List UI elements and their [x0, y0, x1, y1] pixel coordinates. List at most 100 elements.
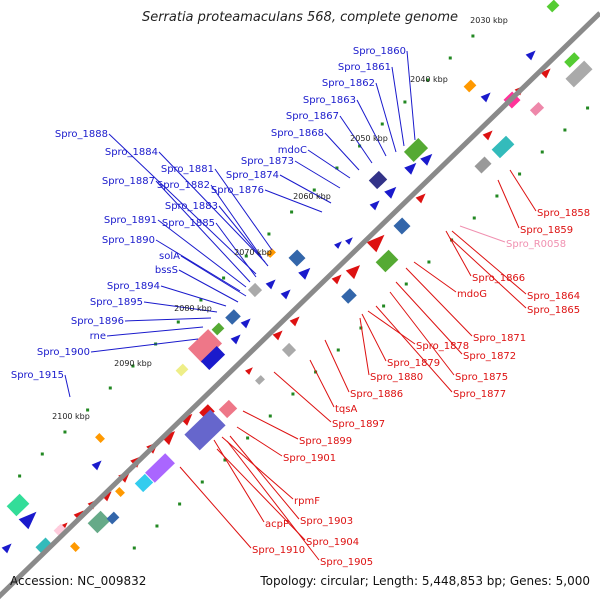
forward-gene-label: Spro_1873 [241, 156, 294, 167]
gene-arrow [345, 237, 353, 245]
leader-line [459, 225, 506, 243]
gene-box [53, 523, 67, 537]
gene-labels: Spro_1860 Spro_1861 Spro_1862 Spro_1863 Spro… [11, 46, 590, 568]
genome-backbone [0, 11, 600, 600]
scale-dot [404, 282, 408, 286]
gene-arrow [404, 162, 417, 175]
forward-gene-label: Spro_1885 [162, 218, 215, 229]
leader-line [406, 50, 416, 141]
forward-gene-label: bssS [155, 265, 178, 276]
gene-arrow [265, 279, 276, 290]
label-leaders [64, 50, 537, 561]
reverse-gene-label: Spro_1910 [252, 545, 305, 556]
reverse-gene-label: Spro_1901 [283, 453, 336, 464]
gene-box [368, 170, 388, 190]
scale-dot [223, 458, 227, 462]
leader-line [213, 439, 265, 523]
gene-arrow [369, 200, 380, 211]
reverse-gene-label: Spro_1866 [472, 273, 525, 284]
gene-arrow [334, 241, 342, 249]
gene-arrow [480, 92, 491, 103]
scale-dot [246, 436, 250, 440]
gene-arrow [1, 543, 12, 554]
scale-dot [132, 546, 136, 550]
leader-line [180, 255, 247, 297]
forward-gene-label: Spro_1867 [286, 111, 339, 122]
gene-box [145, 453, 175, 483]
kbp-tick-label: 2100 kbp [52, 412, 90, 421]
scale-dot [518, 172, 522, 176]
leader-line [294, 160, 341, 189]
leader-line [279, 174, 332, 204]
scale-dot [495, 194, 499, 198]
forward-gene-label: solA [159, 251, 180, 262]
gene-box [266, 248, 276, 258]
reverse-gene-label: mdoG [457, 289, 487, 300]
scale-dot [359, 326, 363, 330]
gene-box [95, 433, 105, 443]
leader-line [405, 267, 473, 337]
gene-box [474, 156, 492, 174]
leader-line [236, 426, 283, 457]
leader-line [324, 132, 360, 171]
reverse-gene-label: Spro_1878 [416, 341, 469, 352]
leader-line [143, 301, 218, 313]
gene-arrow [101, 491, 112, 502]
leader-line [214, 168, 273, 251]
scale-dot [176, 320, 180, 324]
gene-box [564, 52, 580, 68]
gene-box [200, 346, 226, 370]
gene-box [247, 282, 263, 298]
reverse-gene-label: Spro_1858 [537, 208, 590, 219]
kbp-tick-label: 2090 kbp [114, 359, 152, 368]
gene-box [35, 537, 53, 555]
gene-box [218, 399, 238, 419]
reverse-gene-label: Spro_1865 [527, 305, 580, 316]
reverse-gene-label: Spro_1904 [306, 537, 359, 548]
leader-line [216, 448, 306, 541]
gene-box [106, 511, 120, 525]
leader-line [395, 281, 463, 355]
forward-gene-label: Spro_1896 [71, 316, 124, 327]
forward-gene-label: Spro_1894 [107, 281, 160, 292]
gene-arrow [160, 431, 176, 446]
scale-dot [131, 364, 135, 368]
leader-line [242, 410, 299, 440]
forward-gene-label: Spro_1915 [11, 370, 64, 381]
gene-box [184, 409, 226, 451]
reverse-gene-label: Spro_1859 [520, 225, 573, 236]
reverse-gene-label: Spro_1903 [300, 516, 353, 527]
gene-arrow [420, 153, 433, 166]
gene-box [255, 375, 265, 385]
reverse-gene-label: Spro_1879 [387, 358, 440, 369]
leader-line [339, 115, 373, 164]
scale-dot [108, 386, 112, 390]
leader-line [179, 466, 252, 549]
gene-arrow [345, 265, 361, 280]
kbp-tick-label: 2030 kbp [470, 16, 508, 25]
scale-dot [268, 414, 272, 418]
reverse-gene-label: Spro_1897 [332, 419, 385, 430]
scale-dot [155, 524, 159, 528]
gene-box [463, 79, 477, 93]
reverse-gene-label: Spro_1886 [350, 389, 403, 400]
gene-box [393, 217, 411, 235]
leader-line [158, 151, 266, 263]
scale-dot [471, 34, 475, 38]
reverse-gene-label: rpmF [294, 496, 320, 507]
forward-gene-label: Spro_1863 [303, 95, 356, 106]
leader-line [226, 440, 320, 561]
scale-dot [358, 144, 362, 148]
forward-gene-label: Spro_1887 [102, 176, 155, 187]
gene-box [281, 342, 297, 358]
leader-line [215, 222, 257, 278]
leader-line [451, 230, 527, 295]
leader-line [160, 285, 227, 307]
forward-gene-label: Spro_1890 [102, 235, 155, 246]
reverse-gene-label: Spro_1875 [455, 372, 508, 383]
forward-gene-label: Spro_1888 [55, 129, 108, 140]
scale-dot [86, 408, 90, 412]
leader-line [509, 169, 537, 212]
forward-gene-label: mdoC [278, 145, 307, 156]
